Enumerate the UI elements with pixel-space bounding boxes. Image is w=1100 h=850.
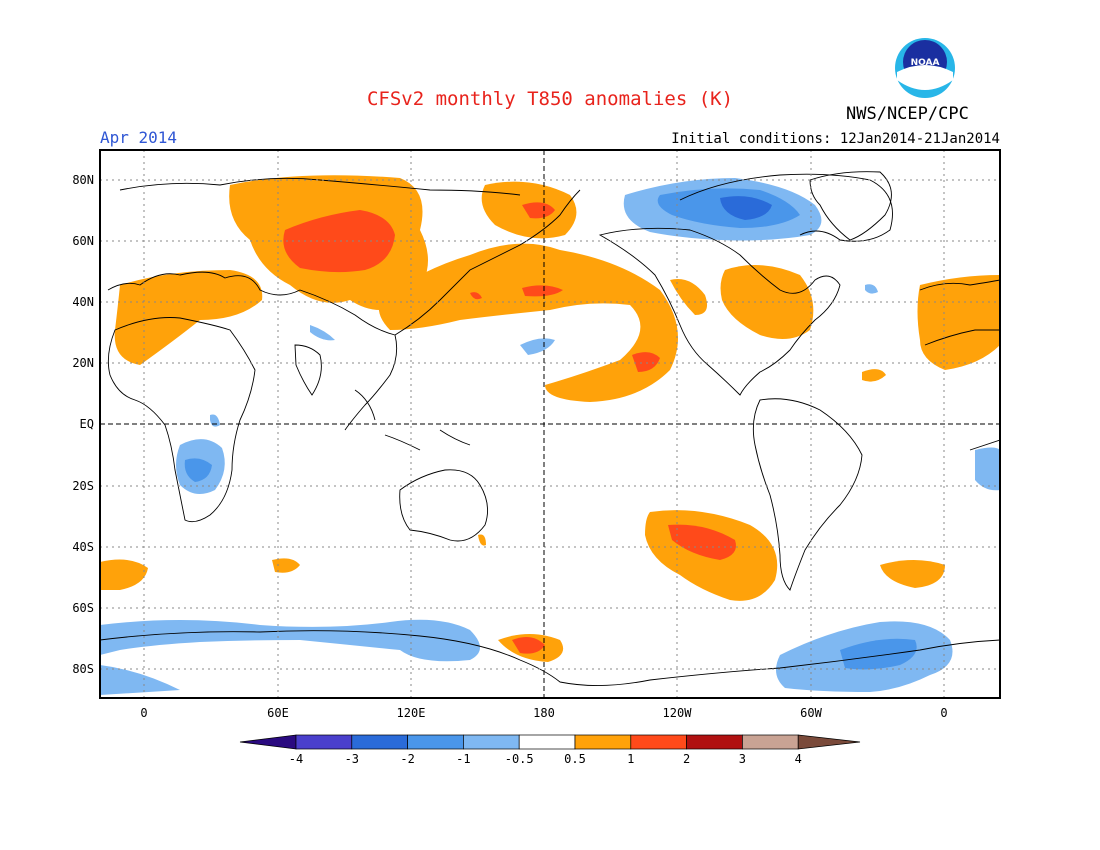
lon-tick-label: 120W [663, 706, 693, 720]
anomaly-fields [100, 150, 1000, 698]
lat-tick-label: 80S [72, 662, 94, 676]
lat-tick-label: 80N [72, 173, 94, 187]
colorbar-tick-label: -2 [400, 752, 414, 766]
lat-tick-label: EQ [80, 417, 94, 431]
graticule [100, 150, 1000, 698]
colorbar-swatch [630, 734, 687, 750]
lat-tick-label: 40S [72, 540, 94, 554]
organization-label: NWS/NCEP/CPC [846, 104, 969, 124]
equator-dateline [100, 150, 1000, 698]
longitude-tick-labels: 0 60E 120E 180 120W 60W 0 [140, 706, 947, 720]
colorbar-swatch [518, 734, 576, 750]
strong-cool-anomaly-regions [720, 196, 772, 220]
lat-tick-label: 20N [72, 356, 94, 370]
colorbar-tick-label: -4 [289, 752, 303, 766]
colorbar-swatch [407, 734, 464, 750]
colorbar-tick-label: 2 [683, 752, 690, 766]
noaa-logo: NOAA [895, 38, 955, 98]
colorbar-tick-label: -3 [345, 752, 359, 766]
lon-tick-label: 0 [940, 706, 947, 720]
colorbar-tick-label: 1 [627, 752, 634, 766]
colorbar-swatch [574, 734, 632, 750]
strong-warm-anomaly-regions [283, 202, 736, 654]
lon-tick-label: 60W [800, 706, 822, 720]
lon-tick-label: 180 [533, 706, 555, 720]
lat-tick-label: 20S [72, 479, 94, 493]
lat-tick-label: 40N [72, 295, 94, 309]
colorbar-swatch [351, 734, 408, 750]
colorbar-swatch [295, 734, 353, 750]
lat-tick-label: 60N [72, 234, 94, 248]
colorbar-swatch [463, 734, 520, 750]
coastlines [100, 171, 1000, 686]
colorbar: -4 -3 -2 -1 -0.5 0.5 1 2 3 4 [239, 734, 861, 766]
latitude-tick-labels: 80N 60N 40N 20N EQ 20S 40S 60S 80S [72, 173, 94, 676]
initial-conditions-label: Initial conditions: 12Jan2014-21Jan2014 [671, 131, 1000, 147]
colorbar-swatch [686, 734, 743, 750]
colorbar-tick-label: -1 [456, 752, 470, 766]
colorbar-tick-label: -0.5 [505, 752, 534, 766]
lon-tick-label: 120E [397, 706, 426, 720]
chart-title: CFSv2 monthly T850 anomalies (K) [366, 88, 734, 110]
colorbar-tick-label: 0.5 [564, 752, 586, 766]
colorbar-high-extension [797, 734, 861, 750]
map-frame [99, 149, 1001, 699]
colorbar-low-extension [239, 734, 297, 750]
valid-month-label: Apr 2014 [100, 128, 178, 147]
lon-tick-label: 60E [267, 706, 289, 720]
noaa-logo-text: NOAA [911, 58, 940, 68]
colorbar-tick-label: 3 [739, 752, 746, 766]
colorbar-swatch [742, 734, 799, 750]
colorbar-tick-label: 4 [795, 752, 802, 766]
lat-tick-label: 60S [72, 601, 94, 615]
lon-tick-label: 0 [140, 706, 147, 720]
